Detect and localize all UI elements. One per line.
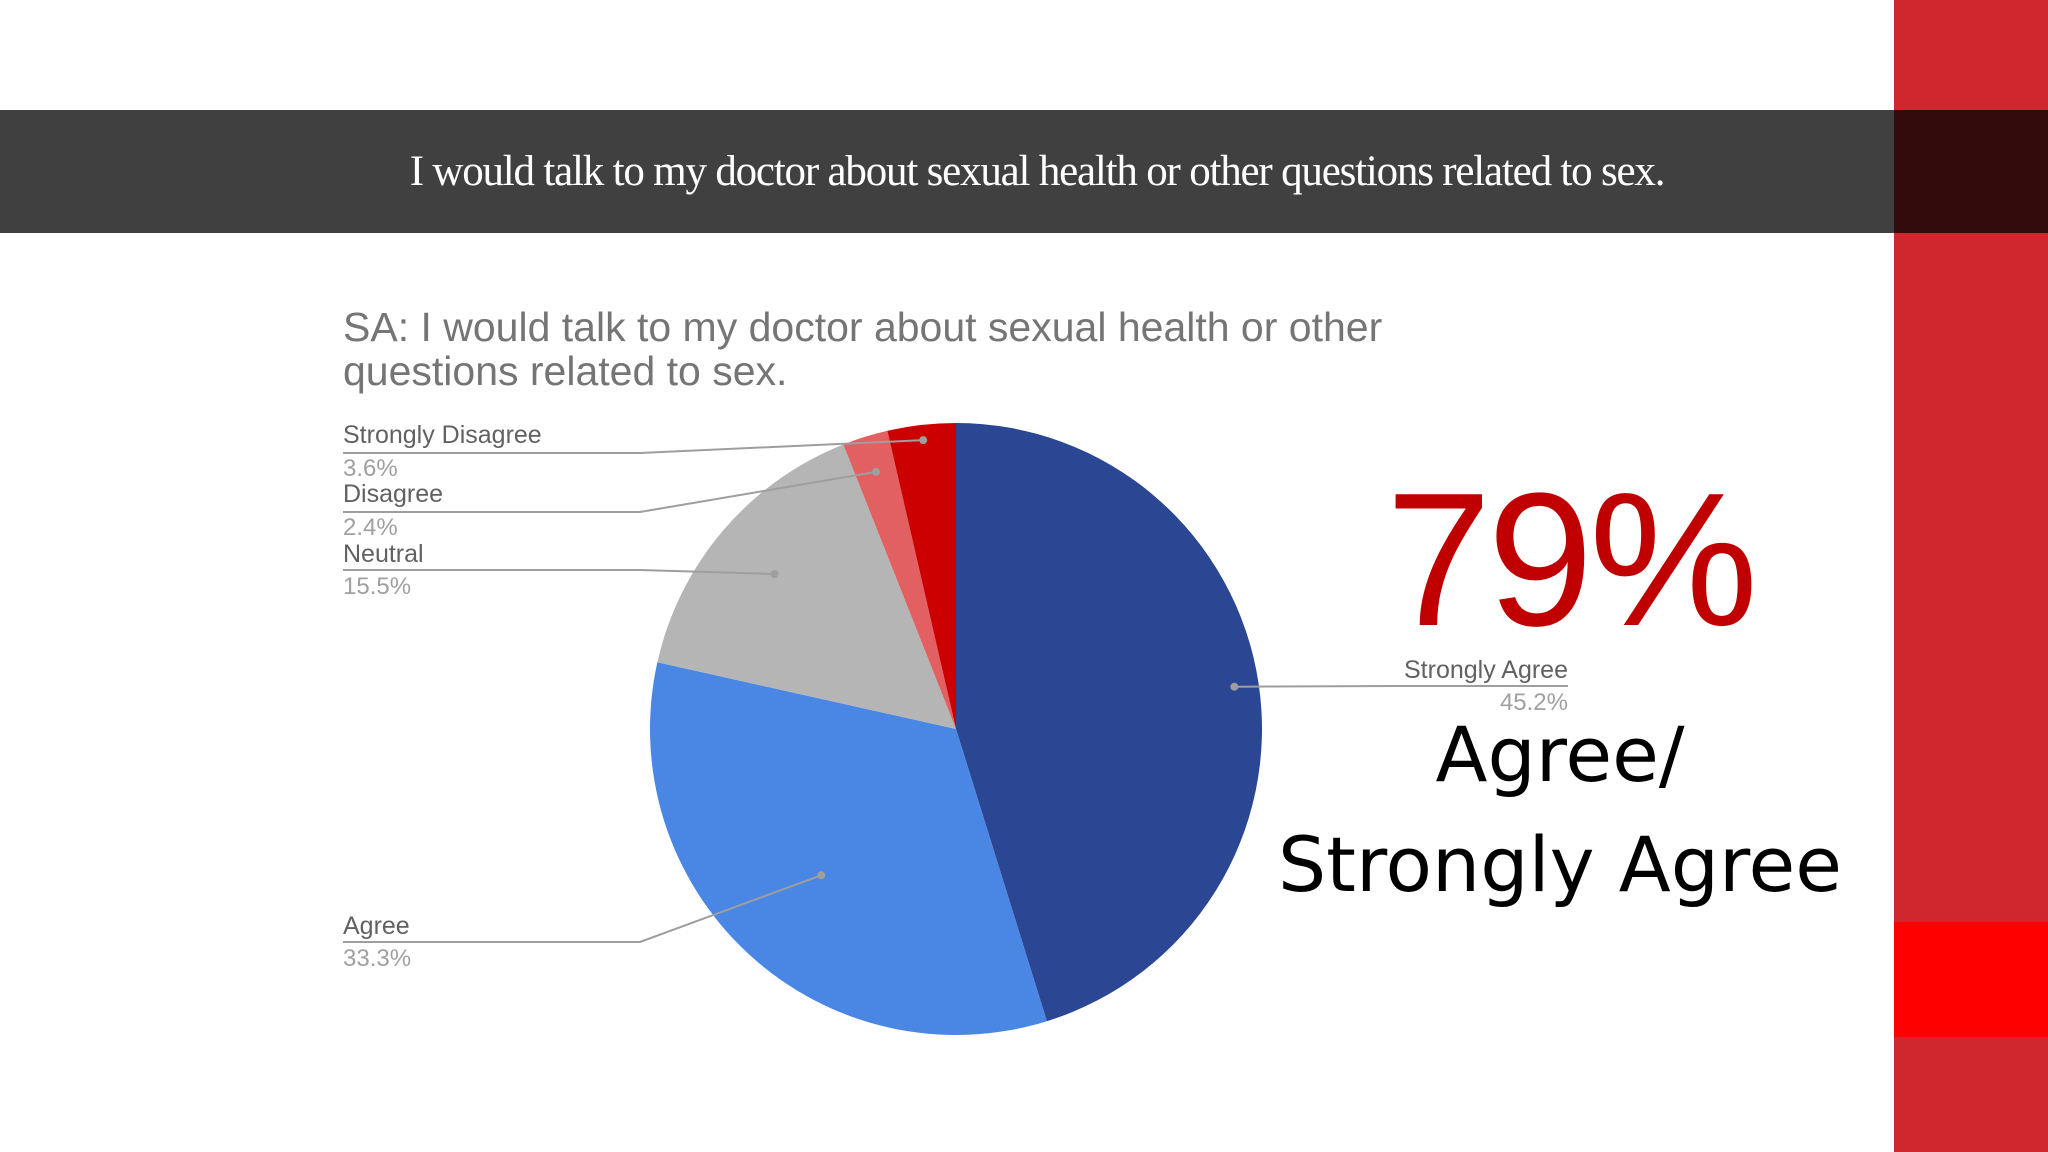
highlight-caption-line1: Agree/: [1435, 710, 1685, 799]
pie-label-value: 15.5%: [343, 573, 411, 600]
pie-label-value: 45.2%: [1500, 689, 1568, 716]
pie-label-category: Disagree: [343, 480, 443, 508]
pie-labels: Strongly Agree 45.2% Agree 33.3% Neutral 15.5…: [343, 421, 1568, 972]
sidebar-dark-block: [1894, 110, 2048, 233]
pie-leader-lines: [343, 436, 1568, 943]
slide-heading: I would talk to my doctor about sexual h…: [409, 148, 1666, 195]
pie-slice-agree: [650, 662, 1047, 1036]
pie-slice-strongly-disagree: [887, 423, 956, 729]
pie-slice-neutral: [657, 444, 956, 729]
leader-line: [343, 470, 877, 513]
pie-slices: [650, 422, 1263, 1036]
title-bar: I would talk to my doctor about sexual h…: [0, 110, 1894, 233]
sidebar-bright-block: [1894, 922, 2048, 1037]
pie-label-category: Strongly Agree: [1404, 656, 1568, 684]
highlight-percentage: 79%: [1385, 454, 1758, 666]
pie-label-category: Neutral: [343, 540, 424, 568]
pie-label-value: 33.3%: [343, 945, 411, 972]
highlight-caption: Agree/ Strongly Agree: [1260, 700, 1860, 920]
pie-label-category: Agree: [343, 912, 410, 940]
pie-slice-strongly-agree: [956, 422, 1263, 1022]
pie-label-value: 3.6%: [343, 455, 398, 482]
leader-line: [1234, 685, 1568, 688]
leader-line: [343, 874, 822, 943]
pie-slice-disagree: [843, 430, 956, 729]
pie-label-value: 2.4%: [343, 514, 398, 541]
highlight-caption-line2: Strongly Agree: [1277, 820, 1843, 909]
pie-label-category: Strongly Disagree: [343, 421, 542, 449]
chart-title: SA: I would talk to my doctor about sexu…: [343, 304, 1383, 394]
leader-line: [343, 439, 924, 454]
leader-line: [343, 569, 775, 575]
